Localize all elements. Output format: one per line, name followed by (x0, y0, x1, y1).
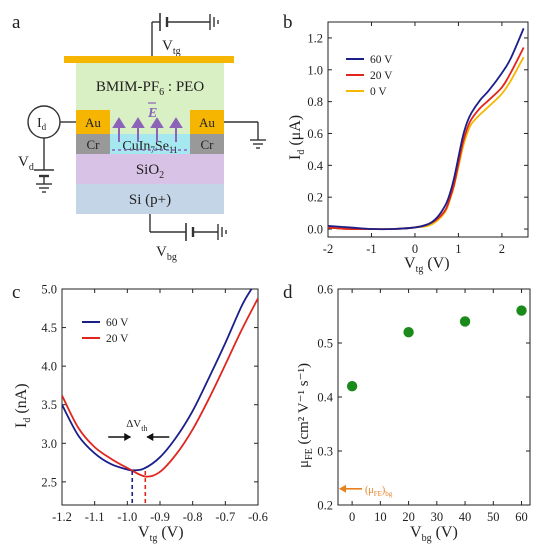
y-axis-label: μFE (cm² V⁻¹ s⁻¹) (296, 363, 315, 468)
x-tick-label: -0.9 (150, 510, 170, 524)
data-point (403, 327, 414, 338)
x-tick-label: -2 (323, 242, 333, 256)
data-point (459, 316, 471, 327)
y-tick-label: 0.4 (317, 391, 333, 405)
top-gate-electrode (64, 56, 234, 63)
device-schematic: Vtg BMIM-PF6 : PEO Au Au Cr Cr CuIn7Se11… (18, 13, 266, 263)
y-axis-label: Id (nA) (13, 383, 33, 428)
y-tick-label: 0.2 (307, 191, 323, 205)
chart-b: -2 -1 0 1 2 0.0 0.2 0.4 0.6 0.8 1.0 1.2 60 V 20 V 0 V V… (287, 21, 529, 275)
oxide-layer (76, 154, 224, 184)
y-tick-label: 0.4 (307, 159, 323, 173)
series-line-60V (327, 28, 525, 231)
x-tick-label: -0.8 (183, 510, 203, 524)
y-tick-label: 4.5 (41, 321, 57, 335)
au-right-label: Au (199, 115, 215, 130)
y-tick-label: 0.2 (317, 499, 333, 513)
x-tick-label: 50 (487, 510, 500, 524)
legend-label: 60 V (106, 317, 129, 329)
x-axis-label: Vbg (V) (410, 524, 458, 544)
legend-label: 20 V (106, 333, 129, 345)
x-tick-label: -0.7 (215, 510, 235, 524)
x-tick-label: 10 (374, 510, 387, 524)
x-tick-label: 20 (402, 510, 415, 524)
y-axis-label: Id (μA) (287, 115, 307, 160)
electric-field-arrows (112, 117, 188, 151)
y-tick-label: 0.8 (307, 95, 323, 109)
y-tick-label: 0.6 (317, 283, 333, 297)
x-axis-label: Vtg (V) (404, 255, 450, 275)
panel-label-d: d (283, 282, 293, 303)
source-ground-icon (250, 139, 266, 149)
panel-label-a: a (12, 12, 21, 33)
y-tick-label: 1.0 (307, 63, 323, 77)
x-tick-label: 40 (459, 510, 472, 524)
vtg-label: Vtg (162, 38, 181, 57)
x-tick-label: 1 (455, 242, 461, 256)
panel-label-b: b (283, 12, 293, 33)
data-point (516, 305, 527, 316)
cr-layer-right (190, 134, 224, 154)
channel-layer (110, 134, 190, 154)
cr-left-label: Cr (87, 137, 101, 152)
electrolyte-label: BMIM-PF6 : PEO (96, 79, 205, 98)
chart-c: -1.2 -1.1 -1.0 -0.9 -0.8 -0.7 -0.6 2.5 3.0 3.5 4.0… (13, 283, 268, 545)
cr-layer-left (76, 134, 110, 154)
au-left-label: Au (85, 115, 101, 130)
series-line-60V (62, 289, 253, 472)
ref-label: (μFE)bg (365, 485, 393, 498)
vbg-label: Vbg (156, 244, 177, 263)
y-tick-label: 4.0 (41, 360, 57, 374)
vbg-ground-icon (217, 224, 227, 240)
x-tick-label: -1.0 (117, 510, 137, 524)
vd-label: Vd (18, 154, 34, 173)
x-tick-label: -0.6 (248, 510, 268, 524)
delta-arrowhead-left (124, 433, 132, 441)
chart-d: 0 10 20 30 40 50 60 0.2 0.3 0.4 0.5 0.6 (μFE)bg Vbg (… (296, 283, 531, 544)
x-axis-label: Vtg (V) (138, 524, 184, 544)
series-line-20V (62, 297, 258, 478)
data-point (346, 381, 358, 392)
oxide-label: SiO2 (136, 162, 164, 181)
y-tick-label: 0.3 (317, 445, 333, 459)
panel-label-c: c (12, 282, 20, 303)
au-contact-right (190, 110, 224, 134)
legend-label: 0 V (370, 86, 387, 98)
y-tick-label: 3.0 (41, 437, 57, 451)
y-tick-label: 3.5 (41, 398, 57, 412)
y-tick-label: 0.6 (307, 127, 323, 141)
ref-arrowhead (339, 484, 346, 493)
y-tick-label: 2.5 (41, 475, 57, 489)
x-tick-label: 2 (499, 242, 505, 256)
x-tick-label: -1.2 (52, 510, 72, 524)
x-tick-label: 30 (431, 510, 444, 524)
delta-vth-label: ΔVth (126, 418, 147, 433)
plot-frame (337, 288, 531, 506)
x-tick-label: 0 (349, 510, 355, 524)
vd-ground-icon (36, 183, 52, 193)
legend-label: 20 V (370, 70, 393, 82)
legend-label: 60 V (370, 54, 393, 66)
y-tick-label: 1.2 (307, 31, 323, 45)
x-tick-label: -1 (366, 242, 376, 256)
y-tick-label: 0.5 (317, 337, 333, 351)
delta-arrowhead-right (146, 433, 154, 441)
y-tick-label: 0.0 (307, 223, 323, 237)
substrate-layer (76, 184, 224, 214)
vtg-ground-icon (209, 14, 219, 30)
plot-frame (327, 21, 529, 238)
substrate-label: Si (p+) (129, 192, 171, 208)
x-tick-label: -1.1 (85, 510, 105, 524)
x-tick-label: 0 (412, 242, 418, 256)
x-tick-label: 60 (515, 510, 528, 524)
cr-right-label: Cr (201, 137, 215, 152)
au-contact-left (76, 110, 110, 134)
y-tick-label: 5.0 (41, 283, 57, 297)
meter-label: Id (37, 116, 47, 132)
field-label: E (147, 106, 157, 121)
